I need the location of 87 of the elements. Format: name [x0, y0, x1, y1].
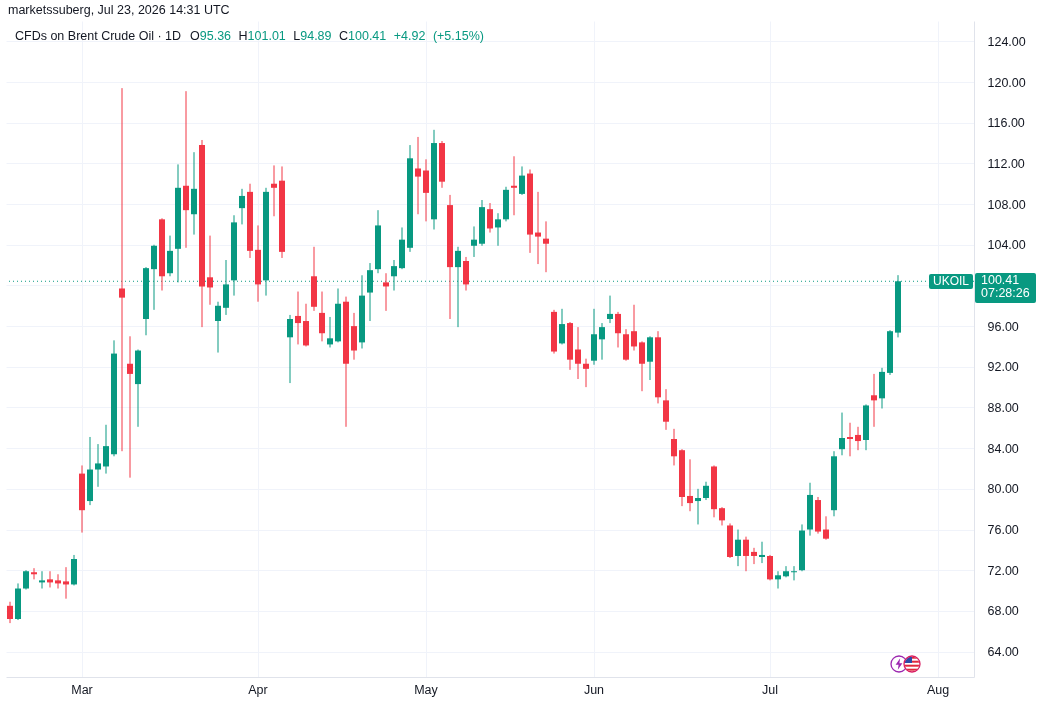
candlestick: [759, 541, 765, 564]
candlestick: [39, 570, 45, 590]
candlestick: [519, 165, 525, 196]
candlestick: [607, 295, 613, 324]
candlestick: [543, 220, 549, 273]
candlestick: [167, 235, 173, 277]
candlestick: [511, 155, 517, 216]
candlestick: [383, 272, 389, 312]
candlestick: [767, 554, 773, 581]
candlestick: [855, 426, 861, 451]
candlestick: [703, 481, 709, 501]
y-tick-label: 124.00: [987, 34, 1026, 49]
candlestick: [455, 246, 461, 328]
candlestick: [735, 529, 741, 567]
x-tick-label: Aug: [926, 682, 950, 697]
candlestick: [743, 536, 749, 572]
y-tick-label: 80.00: [987, 482, 1019, 497]
candlestick: [463, 256, 469, 292]
text: O95.36 H101.01 L94.89 C100.41 +4.92 (+5.15%): [190, 29, 484, 44]
candlestick: [823, 515, 829, 541]
candlestick: [583, 358, 589, 388]
candlestick: [287, 314, 293, 384]
y-tick-label: 76.00: [987, 523, 1019, 538]
candlestick: [535, 191, 541, 265]
candlestick: [271, 164, 277, 217]
x-tick-label: May: [414, 682, 439, 697]
candlestick: [687, 458, 693, 512]
y-tick-label: 84.00: [987, 441, 1019, 456]
y-tick-label: 64.00: [987, 645, 1019, 660]
x-tick-label: Jul: [762, 682, 778, 697]
candlestick: [791, 565, 797, 581]
candlestick: [295, 291, 301, 345]
candlestick: [559, 308, 565, 345]
candlestick: [639, 340, 645, 392]
y-tick-label: 112.00: [987, 156, 1025, 171]
candlestick: [423, 158, 429, 222]
candlestick: [663, 388, 669, 431]
y-tick-label: 104.00: [987, 238, 1026, 253]
candlestick: [23, 569, 29, 591]
candlestick: [415, 136, 421, 215]
candlestick: [751, 547, 757, 565]
candlestick: [847, 422, 853, 457]
candlestick: [327, 316, 333, 348]
candlestick: [631, 304, 637, 352]
text: marketssuberg, Jul 23, 2026 14:31 UTC: [8, 3, 230, 18]
candlestick: [599, 322, 605, 361]
candlestick: [207, 235, 213, 306]
candlestick: [671, 428, 677, 466]
candlestick: [783, 565, 789, 578]
y-tick-label: 72.00: [987, 563, 1019, 578]
candlestick: [7, 601, 13, 624]
candlestick: [223, 259, 229, 316]
candlestick: [319, 291, 325, 342]
candlestick: [391, 259, 397, 292]
candlestick: [103, 424, 109, 475]
y-tick-label: 120.00: [987, 75, 1026, 90]
y-tick-label: 108.00: [987, 197, 1026, 212]
x-tick-label: Jun: [583, 682, 605, 697]
candlestick: [55, 573, 61, 590]
y-tick-label: 68.00: [987, 604, 1019, 619]
y-tick-label: 96.00: [987, 319, 1019, 334]
price-tag: 100.41 07:28:26: [975, 272, 1036, 303]
x-tick-label: Mar: [71, 682, 93, 697]
y-tick-label: 92.00: [987, 360, 1019, 375]
text: CFDs on Brent Crude Oil · 1D: [15, 29, 182, 43]
candlestick: [575, 326, 581, 380]
candlestick: [775, 570, 781, 590]
candlestick: [239, 188, 245, 225]
candlestick: [471, 225, 477, 258]
candlestick: [871, 373, 877, 428]
candlestick: [839, 412, 845, 456]
candlestick: [695, 488, 701, 525]
x-tick-label: Apr: [248, 682, 268, 697]
candlestick: [127, 335, 133, 479]
candlestick: [47, 570, 53, 588]
candlestick: [615, 311, 621, 348]
candlestick: [63, 566, 69, 600]
candlestick: [719, 506, 725, 526]
candlestick: [215, 301, 221, 354]
candlestick: [495, 212, 501, 247]
candlestick: [119, 87, 125, 452]
candlestick: [487, 202, 493, 234]
y-tick-label: 88.00: [987, 400, 1019, 415]
candlestick: [95, 443, 101, 488]
candlestick: [31, 567, 37, 580]
y-tick-label: 116.00: [987, 116, 1025, 131]
candlestick: [151, 244, 157, 311]
